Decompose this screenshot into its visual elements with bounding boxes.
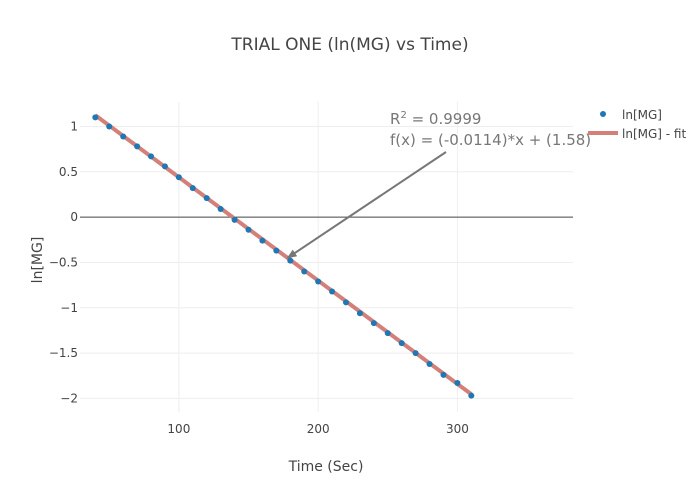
y-tick-label: −0.5 [49,255,78,269]
data-point [148,153,155,160]
data-point [398,340,405,347]
data-point [259,237,266,244]
legend-label: ln[MG] - fit [622,127,686,141]
data-point [92,114,99,121]
data-point [356,310,363,317]
data-point [301,268,308,275]
data-point [315,278,322,285]
annotation-r2-value: = 0.9999 [407,110,482,128]
annotation-r2-prefix: R [390,110,400,128]
y-tick-label: −1.5 [49,346,78,360]
legend-item-fit[interactable]: ln[MG] - fit [588,127,686,141]
data-point [106,123,113,130]
data-point [120,133,127,140]
x-tick-label: 100 [167,422,190,436]
series-layer [92,113,475,399]
data-point [175,174,182,181]
data-point [189,185,196,192]
data-point [426,360,433,367]
grid-layer [80,102,573,412]
y-tick-label: 0 [70,210,78,224]
y-axis-title: ln[MG] [30,237,46,284]
x-tick-label: 300 [446,422,469,436]
data-point [342,299,349,306]
data-point [161,163,168,170]
annotation-r2-superscript: 2 [400,110,406,121]
data-point [245,226,252,233]
data-point [287,257,294,264]
axis-layer: 100 200 300 1 0.5 0 −0.5 −1 −1.5 −2 [49,119,469,436]
data-point [384,330,391,337]
data-point [370,320,377,327]
legend[interactable]: ln[MG] ln[MG] - fit [588,108,686,141]
data-point [468,392,475,399]
legend-marker-symbol [600,111,606,117]
data-point [412,350,419,357]
annotation-r2: R2 = 0.9999 [390,110,481,128]
y-tick-label: 0.5 [59,165,78,179]
data-point [454,379,461,386]
data-point [329,288,336,295]
legend-item-markers[interactable]: ln[MG] [600,108,662,122]
y-tick-label: −1 [60,301,78,315]
data-point [273,247,280,254]
data-point [231,216,238,223]
annotation-layer: R2 = 0.9999 f(x) = (-0.0114)*x + (1.58) [286,110,591,259]
annotation-arrow [286,151,447,259]
data-point [217,205,224,212]
fit-line [94,113,473,396]
data-point [440,371,447,378]
annotation-equation: f(x) = (-0.0114)*x + (1.58) [390,131,591,149]
y-tick-label: −2 [60,391,78,405]
data-point [134,143,141,150]
chart-title: TRIAL ONE (ln(MG) vs Time) [230,35,468,55]
legend-label: ln[MG] [622,108,662,122]
x-tick-label: 200 [307,422,330,436]
y-tick-label: 1 [70,119,78,133]
x-axis-title: Time (Sec) [288,459,364,475]
data-point [203,195,210,202]
